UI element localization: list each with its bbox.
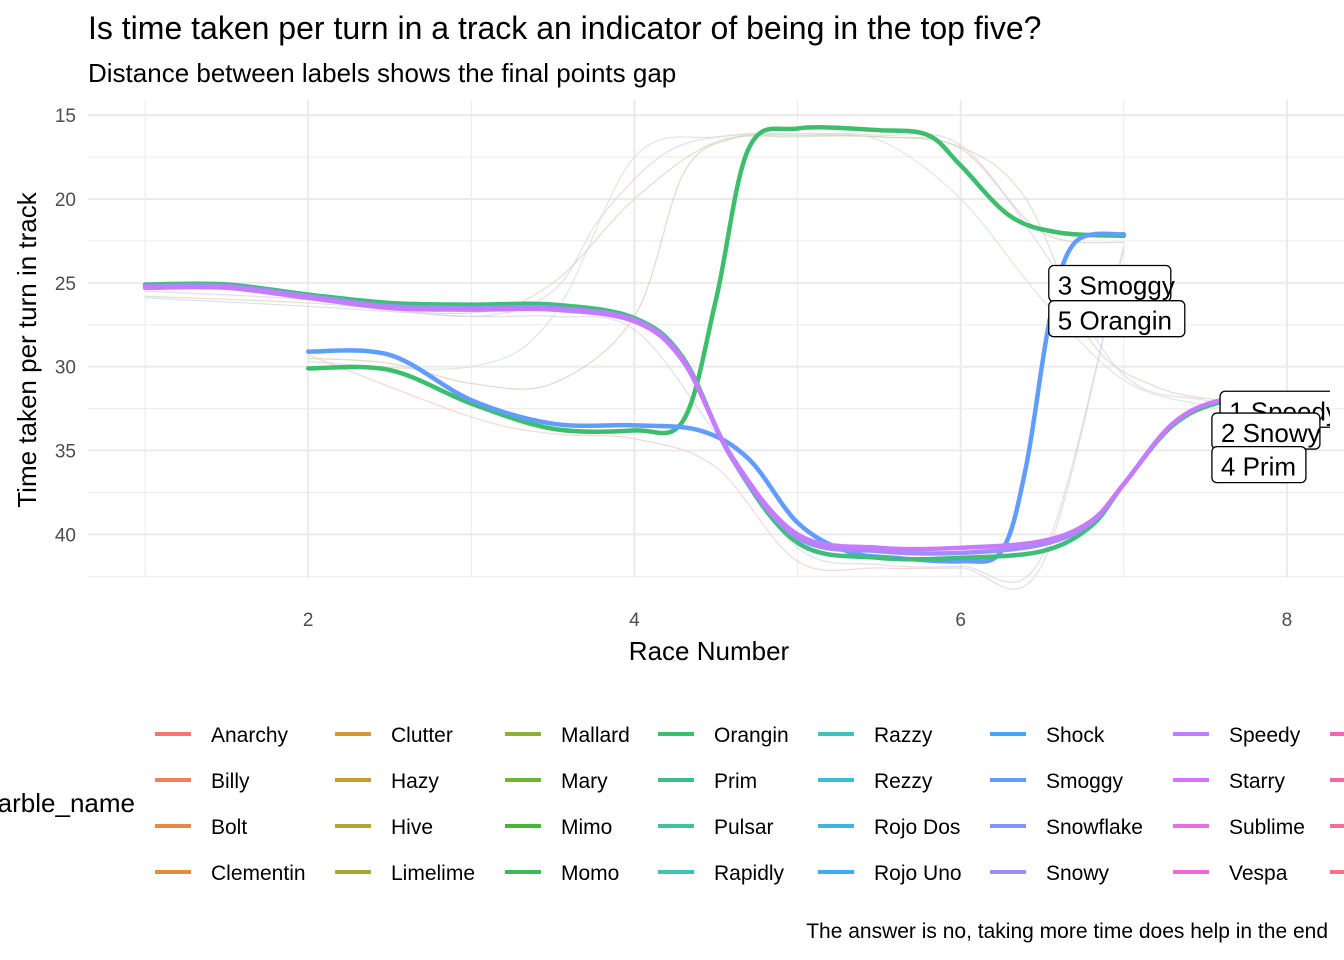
legend-label: Hive — [391, 816, 433, 839]
legend-label: Billy — [211, 770, 250, 793]
legend-item: Sublime — [1173, 816, 1305, 839]
legend-label: Rapidly — [714, 862, 785, 885]
label-text: 5 Orangin — [1058, 306, 1172, 336]
label-box — [1211, 445, 1307, 484]
chart-subtitle: Distance between labels shows the final … — [88, 58, 677, 88]
legend-label: Bolt — [211, 816, 247, 839]
legend-item: Shock — [990, 724, 1105, 747]
legend-label: Orangin — [714, 724, 789, 747]
y-tick-label: 40 — [55, 525, 76, 546]
x-tick-label: 8 — [1282, 610, 1293, 631]
y-axis-title: Time taken per turn in track — [12, 191, 42, 507]
legend-item: Prim — [658, 770, 757, 793]
point-label: 3 Smoggy — [1048, 264, 1175, 303]
legend-item: Vespa — [1173, 862, 1288, 885]
legend-label: Smoggy — [1046, 770, 1124, 793]
axes: 2 4 6 8 15 20 25 30 35 40 — [55, 106, 1292, 631]
legend-label: Vespa — [1229, 862, 1288, 885]
background-series-line — [145, 135, 1287, 406]
chart-title: Is time taken per turn in a track an ind… — [88, 10, 1042, 46]
legend-label: Rojo Uno — [874, 862, 962, 885]
legend-label: Rojo Dos — [874, 816, 960, 839]
legend-item: Rojo Dos — [818, 816, 960, 839]
y-tick-label: 35 — [55, 442, 76, 463]
legend-label: Clutter — [391, 724, 453, 747]
background-series-line — [308, 133, 1287, 415]
legend-item: Hive — [335, 816, 433, 839]
label-text: 2 Snowy — [1221, 418, 1321, 448]
legend-label: Speedy — [1229, 724, 1301, 747]
legend-item: Limelime — [335, 862, 475, 885]
y-tick-label: 30 — [55, 358, 76, 379]
background-series-line — [308, 134, 1124, 390]
legend-item: Orangin — [658, 724, 789, 747]
legend-item: Hazy — [335, 770, 439, 793]
legend-label: Mallard — [561, 724, 630, 747]
legend-item: Rezzy — [818, 770, 933, 793]
legend-item: Momo — [505, 862, 619, 885]
series-line-speedy — [142, 284, 1290, 552]
legend-label: Shock — [1046, 724, 1105, 747]
label-box — [1048, 300, 1186, 338]
legend-label: Rezzy — [874, 770, 933, 793]
legend-item: Smoggy — [990, 770, 1124, 793]
x-tick-label: 6 — [955, 610, 966, 631]
y-tick-label: 15 — [55, 106, 76, 127]
legend-label: Momo — [561, 862, 619, 885]
legend-label: Snowflake — [1046, 816, 1143, 839]
legend-item: Clutter — [335, 724, 453, 747]
legend-item: Rojo Uno — [818, 862, 962, 885]
legend-label: Sublime — [1229, 816, 1305, 839]
legend-item: Snowflake — [990, 816, 1143, 839]
legend-item: Pulsar — [658, 816, 774, 839]
legend-item: Mallard — [505, 724, 630, 747]
highlighted-series — [142, 125, 1290, 564]
point-label: 4 Prim — [1211, 445, 1307, 484]
legend-item: Snowy — [990, 862, 1110, 885]
label-text: 3 Smoggy — [1058, 270, 1175, 300]
legend-item: Anarchy — [155, 724, 289, 747]
legend-item: Clementin — [155, 862, 306, 885]
legend-label: Mimo — [561, 816, 612, 839]
legend-label: Hazy — [391, 770, 439, 793]
legend-item: Mary — [505, 770, 608, 793]
legend-label: Snowy — [1046, 862, 1110, 885]
legend-label: Starry — [1229, 770, 1286, 793]
legend-label: Anarchy — [211, 724, 289, 747]
grid — [88, 100, 1344, 578]
legend-title: marble_name — [0, 788, 135, 818]
legend-item: Mimo — [505, 816, 612, 839]
label-text: 4 Prim — [1221, 452, 1296, 482]
legend-item: Billy — [155, 770, 250, 793]
legend-label: Limelime — [391, 862, 475, 885]
series-line-orangin — [305, 125, 1127, 436]
point-label: 2 Snowy — [1211, 412, 1321, 450]
legend-label: Clementin — [211, 862, 306, 885]
background-series-line — [307, 245, 1125, 590]
legend-label: Pulsar — [714, 816, 774, 839]
series-line-smoggy — [305, 231, 1127, 564]
background-series — [145, 132, 1287, 590]
legend-item: Bolt — [155, 816, 247, 839]
legend-label: Mary — [561, 770, 608, 793]
legend-item: Speedy — [1173, 724, 1301, 747]
x-tick-label: 2 — [303, 610, 314, 631]
y-tick-label: 20 — [55, 190, 76, 211]
legend-item: Rapidly — [658, 862, 785, 885]
legend-label: Razzy — [874, 724, 933, 747]
x-tick-label: 4 — [629, 610, 640, 631]
legend-item: Starry — [1173, 770, 1286, 793]
legend: Anarchy Billy Bolt Clementin Clutter Hazy Hive… — [155, 724, 1344, 885]
chart-caption: The answer is no, taking more time does … — [806, 920, 1328, 943]
y-tick-label: 25 — [55, 274, 76, 295]
x-axis-title: Race Number — [629, 636, 790, 666]
legend-item: Razzy — [818, 724, 933, 747]
legend-label: Prim — [714, 770, 757, 793]
point-label: 5 Orangin — [1048, 300, 1186, 338]
